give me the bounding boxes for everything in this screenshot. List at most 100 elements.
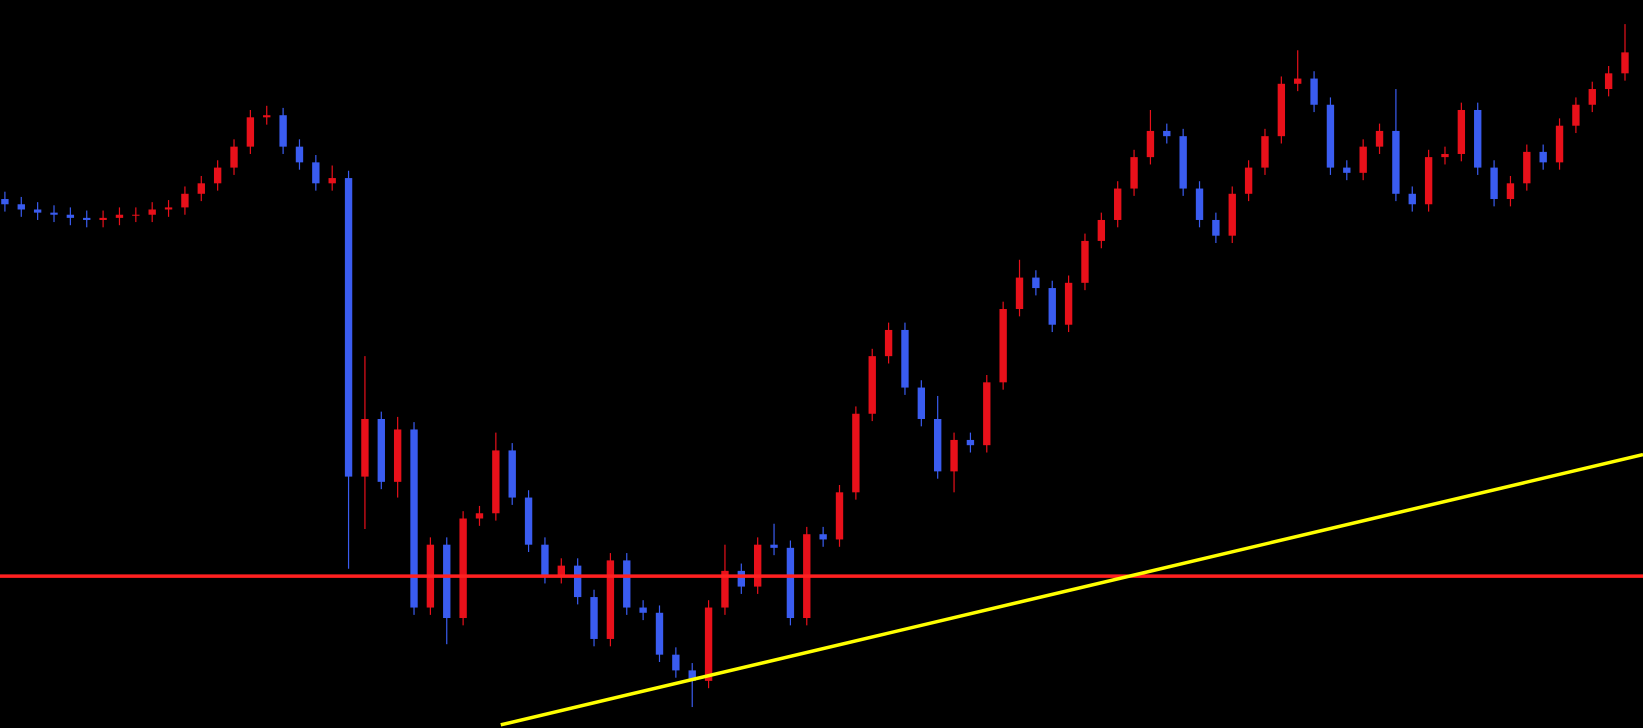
candle-body — [148, 209, 156, 215]
candle-body — [1326, 104, 1335, 168]
candle-body — [819, 534, 827, 540]
candle-body — [83, 217, 91, 220]
candle-body — [1310, 78, 1318, 105]
candle-body — [590, 597, 598, 639]
candle-body — [132, 214, 140, 216]
candle-body — [1261, 136, 1269, 168]
candle-body — [1228, 193, 1236, 236]
candle-body — [1408, 193, 1416, 205]
candle-body — [66, 214, 75, 218]
candle-body — [1539, 151, 1547, 163]
candle-body — [33, 209, 42, 213]
candle-body — [443, 544, 451, 619]
candle-body — [655, 612, 664, 655]
candle-body — [704, 607, 713, 681]
candle-body — [279, 115, 287, 147]
candle-body — [1064, 282, 1073, 325]
candle-body — [524, 497, 533, 545]
candle-body — [1032, 277, 1040, 289]
candle-body — [852, 413, 860, 493]
candle-body — [1179, 136, 1187, 189]
candle-body — [1244, 167, 1253, 194]
trend-line — [500, 452, 1643, 727]
candle-body — [1343, 167, 1351, 173]
candle-body — [541, 544, 549, 577]
candle-body — [721, 570, 729, 608]
candle-body — [17, 204, 25, 210]
candle-body — [1097, 219, 1106, 241]
candle-body — [1081, 240, 1089, 283]
candle-body — [410, 429, 418, 608]
candle-body — [672, 654, 680, 671]
candle-body — [573, 565, 582, 598]
candle-body — [606, 560, 615, 639]
candle-body — [1523, 151, 1531, 184]
candle-body — [884, 329, 893, 357]
candle-body — [1212, 219, 1220, 236]
candle-body — [1490, 167, 1498, 200]
candle-body — [1114, 188, 1122, 220]
candle-body — [999, 309, 1007, 383]
candle-body — [1, 199, 9, 205]
candle-body — [934, 418, 942, 472]
candle-body — [1555, 125, 1564, 163]
candle-body — [753, 544, 762, 587]
candle-body — [295, 146, 304, 163]
candle-body — [230, 146, 238, 168]
candle-body — [917, 387, 926, 419]
candle-body — [1474, 109, 1482, 168]
candle-body — [1375, 130, 1384, 147]
candle-body — [50, 212, 58, 215]
candle-body — [213, 167, 222, 184]
candle-body — [1163, 130, 1171, 137]
candle-body — [164, 207, 173, 210]
candle-body — [475, 513, 484, 519]
candle-body — [246, 117, 255, 147]
candle-body — [1588, 89, 1596, 105]
candle-body — [901, 329, 909, 388]
candle-body — [1195, 188, 1204, 220]
candle-body — [1277, 83, 1286, 137]
candle-body — [328, 178, 336, 184]
candle-body — [1441, 153, 1449, 158]
candle-body — [770, 544, 778, 548]
candle-body — [344, 178, 353, 477]
candle-body — [1424, 157, 1433, 205]
candle-body — [263, 115, 271, 118]
candle-body — [1130, 157, 1138, 189]
candle-body — [983, 382, 991, 446]
candle-body — [966, 439, 975, 446]
candle-body — [557, 565, 565, 577]
candle-body — [737, 570, 745, 587]
candle-body — [181, 193, 189, 208]
candle-body — [868, 356, 876, 414]
candle-body — [1604, 73, 1613, 90]
candle-body — [1015, 277, 1024, 310]
candle-body — [688, 670, 696, 681]
candle-body — [312, 162, 320, 184]
candle-body — [99, 217, 107, 220]
candle-body — [508, 450, 516, 498]
candle-body — [1294, 78, 1302, 84]
candle-body — [492, 450, 500, 514]
candle-body — [835, 492, 844, 540]
candle-body — [361, 418, 369, 477]
candle-body — [115, 214, 124, 218]
candle-body — [393, 429, 402, 482]
candle-body — [459, 518, 467, 619]
candle-body — [1146, 130, 1155, 158]
candle-body — [950, 439, 958, 472]
candle-body — [623, 560, 631, 608]
candle-body — [1572, 104, 1580, 126]
candle-body — [1048, 288, 1056, 325]
candle-body — [786, 547, 795, 619]
candle-body — [639, 607, 647, 613]
candle-body — [1621, 52, 1629, 74]
candle-body — [1457, 109, 1466, 154]
candle-body — [1392, 130, 1400, 194]
candle-body — [197, 183, 205, 194]
candle-body — [1359, 146, 1367, 173]
